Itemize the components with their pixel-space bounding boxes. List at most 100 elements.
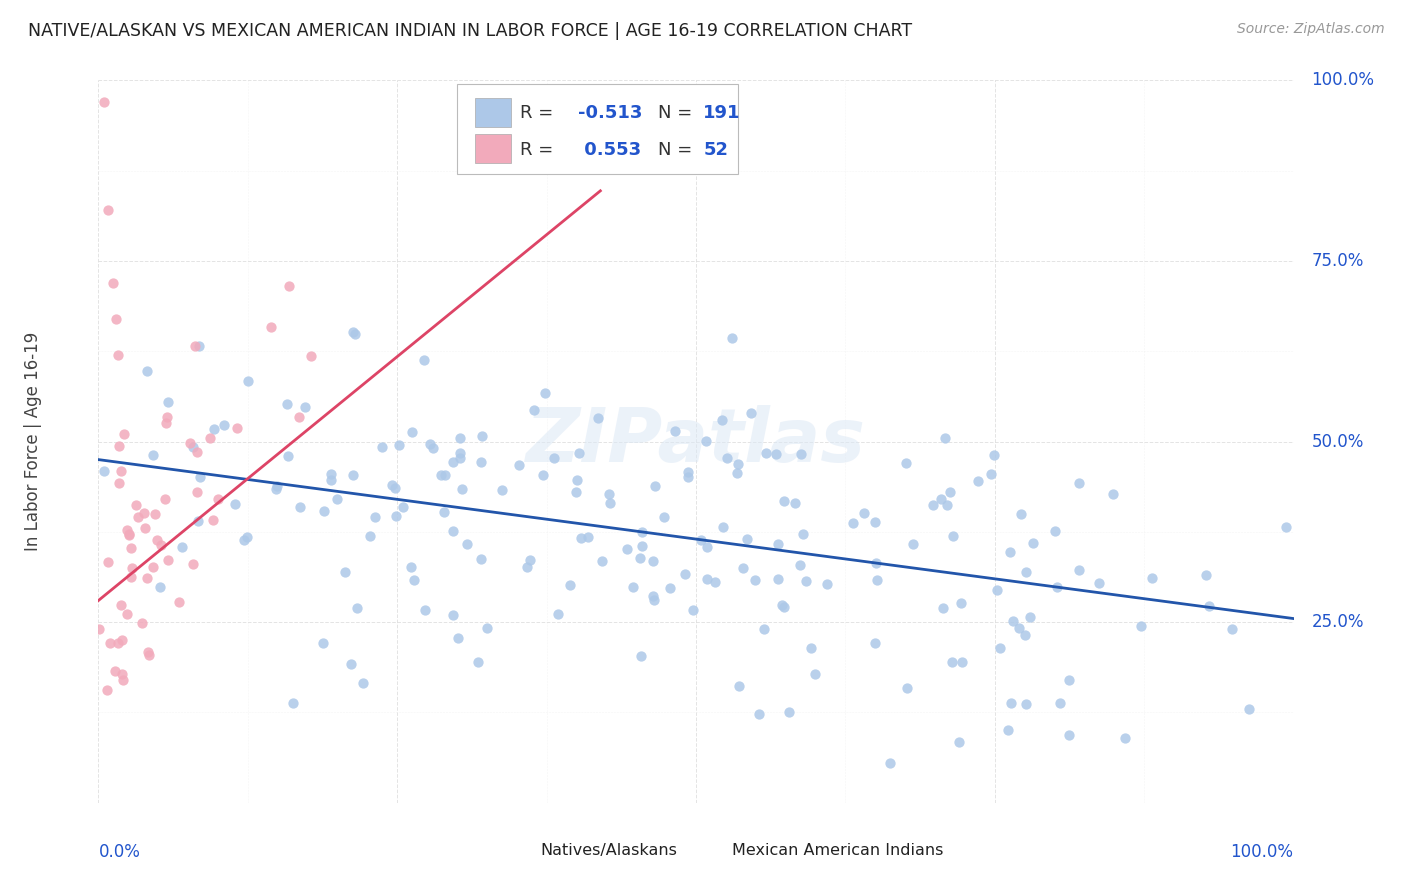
Point [342, 468, 364, 483]
Text: 100.0%: 100.0% [1230, 843, 1294, 861]
Point [948, 735, 970, 749]
Point [402, 574, 425, 588]
Point [311, 636, 333, 650]
Point [401, 425, 423, 440]
Point [120, 541, 142, 555]
Point [441, 607, 464, 622]
Point [1069, 475, 1091, 490]
Point [673, 566, 696, 581]
Point [127, 510, 149, 524]
Point [131, 615, 153, 630]
Point [441, 455, 464, 469]
Point [901, 537, 924, 551]
Point [346, 600, 368, 615]
Point [516, 560, 538, 574]
Point [599, 496, 621, 510]
Point [783, 496, 806, 510]
Point [744, 573, 766, 587]
Point [121, 560, 143, 574]
Point [1049, 696, 1071, 710]
Point [543, 451, 565, 466]
Point [107, 348, 129, 362]
Point [755, 446, 778, 460]
Point [384, 481, 406, 495]
Point [156, 409, 179, 424]
Point [449, 446, 471, 460]
Point [115, 523, 138, 537]
Point [997, 723, 1019, 737]
Point [117, 607, 139, 621]
Point [299, 349, 322, 363]
Point [202, 422, 225, 436]
Point [896, 681, 918, 695]
Point [676, 469, 699, 483]
Point [167, 594, 190, 608]
Point [770, 599, 793, 613]
Point [181, 558, 204, 572]
Point [983, 448, 1005, 462]
Point [98, 635, 121, 649]
Point [1067, 563, 1090, 577]
Point [1019, 610, 1042, 624]
Point [103, 664, 125, 678]
Point [470, 552, 492, 566]
Point [950, 596, 973, 610]
Point [865, 556, 887, 570]
Point [202, 513, 225, 527]
Point [321, 467, 343, 482]
Point [149, 580, 172, 594]
Point [766, 572, 789, 586]
Point [598, 487, 620, 501]
Text: 0.0%: 0.0% [98, 843, 141, 861]
Text: -0.513: -0.513 [578, 103, 643, 122]
Point [198, 431, 221, 445]
Point [188, 470, 211, 484]
Point [153, 492, 176, 507]
Point [342, 325, 364, 339]
Point [1010, 508, 1032, 522]
Point [586, 410, 609, 425]
Point [399, 560, 422, 574]
Point [434, 467, 457, 482]
Point [491, 483, 513, 497]
Point [682, 603, 704, 617]
Point [141, 560, 163, 574]
Point [105, 311, 128, 326]
Text: R =: R = [520, 103, 560, 122]
Point [226, 421, 249, 435]
Point [676, 465, 699, 479]
Point [565, 484, 588, 499]
Point [143, 508, 166, 522]
Point [385, 508, 408, 523]
Point [179, 436, 201, 450]
Point [456, 537, 478, 551]
Point [695, 434, 717, 448]
Point [470, 455, 492, 469]
Point [110, 464, 132, 478]
Point [142, 448, 165, 462]
Point [980, 467, 1002, 482]
Point [716, 451, 738, 466]
Text: N =: N = [658, 141, 697, 160]
Text: Natives/Alaskans: Natives/Alaskans [541, 843, 678, 857]
Point [778, 705, 800, 719]
Point [97, 203, 120, 218]
Point [863, 515, 886, 529]
Point [335, 566, 357, 580]
Point [371, 440, 394, 454]
Point [966, 474, 988, 488]
Point [531, 468, 554, 483]
Point [388, 438, 411, 452]
Point [107, 439, 129, 453]
Point [1140, 571, 1163, 585]
Point [754, 623, 776, 637]
Point [534, 386, 557, 401]
Point [1195, 568, 1218, 582]
Point [841, 516, 863, 530]
Text: N =: N = [658, 103, 697, 122]
Point [641, 553, 664, 567]
Point [998, 545, 1021, 559]
Point [1007, 621, 1029, 635]
Point [97, 555, 120, 569]
Point [359, 529, 381, 543]
